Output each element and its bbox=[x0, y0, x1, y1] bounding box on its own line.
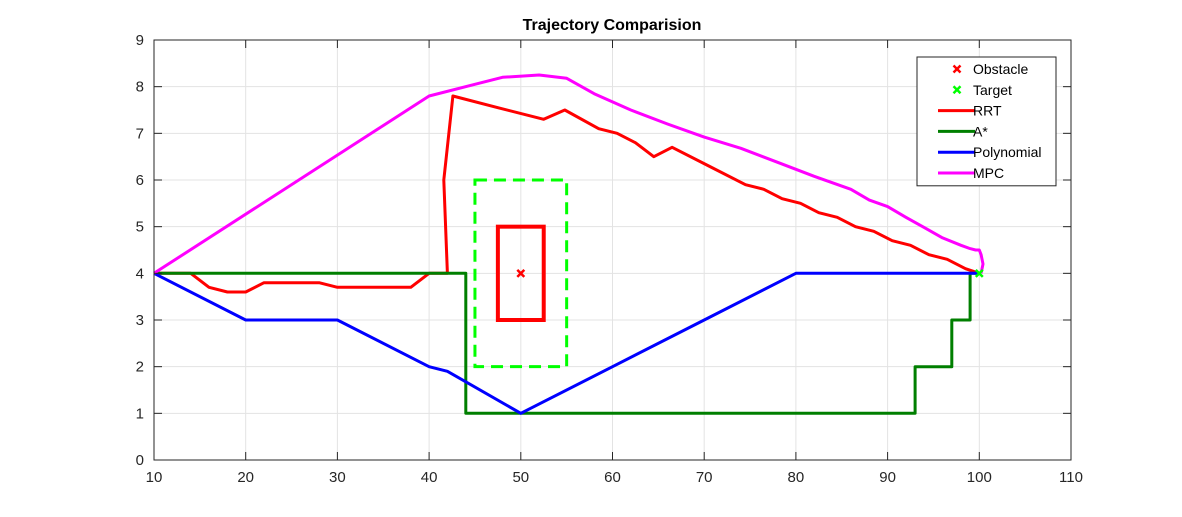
x-tick-label: 90 bbox=[879, 469, 896, 486]
x-tick-label: 40 bbox=[421, 469, 438, 486]
legend-marker bbox=[952, 64, 962, 74]
marker-stroke bbox=[516, 268, 526, 278]
marker-stroke bbox=[952, 64, 962, 74]
y-tick-label: 9 bbox=[136, 32, 144, 49]
legend-label: MPC bbox=[973, 165, 1004, 181]
x-tick-label: 80 bbox=[788, 469, 805, 486]
x-tick-label: 20 bbox=[237, 469, 254, 486]
marker-stroke bbox=[952, 85, 962, 95]
y-tick-label: 0 bbox=[136, 452, 144, 469]
x-tick-label: 10 bbox=[146, 469, 163, 486]
y-tick-label: 6 bbox=[136, 172, 144, 189]
legend-label: A* bbox=[973, 123, 988, 139]
y-tick-label: 1 bbox=[136, 405, 144, 422]
legend: Obstacle Target RRT A* Polynomial MPC bbox=[916, 56, 1057, 187]
series-line-mpc bbox=[153, 73, 985, 275]
obstacle-box bbox=[495, 224, 546, 323]
axis-ticks: 10 20 30 40 50 60 70 80 90 100 110 0 1 2 3 4 5 6 7 8 9 bbox=[136, 32, 1083, 486]
safety-margin-box bbox=[473, 178, 569, 369]
y-tick-label: 5 bbox=[136, 219, 144, 236]
x-tick-label: 70 bbox=[696, 469, 713, 486]
y-tick-label: 2 bbox=[136, 359, 144, 376]
legend-label: Polynomial bbox=[973, 144, 1041, 160]
legend-item: MPC bbox=[938, 165, 1004, 181]
legend-item: A* bbox=[938, 123, 988, 139]
legend-item: Obstacle bbox=[952, 61, 1028, 77]
x-tick-label: 110 bbox=[1059, 469, 1083, 486]
x-tick-label: 100 bbox=[967, 469, 992, 486]
x-tick-label: 50 bbox=[512, 469, 529, 486]
x-tick-label: 60 bbox=[604, 469, 621, 486]
marker-stroke bbox=[974, 268, 984, 278]
series-marker-obstacle bbox=[516, 268, 526, 278]
series-line-a bbox=[154, 271, 980, 415]
series-line-polynomial bbox=[153, 271, 980, 415]
y-tick-label: 3 bbox=[136, 312, 144, 329]
obstacle-regions bbox=[473, 178, 569, 369]
chart-title: Trajectory Comparision bbox=[523, 17, 702, 34]
legend-item: Polynomial bbox=[938, 144, 1041, 160]
legend-item: Target bbox=[952, 82, 1012, 98]
legend-marker bbox=[952, 85, 962, 95]
series-marker-target bbox=[974, 268, 984, 278]
legend-label: Target bbox=[973, 82, 1012, 98]
legend-item: RRT bbox=[938, 103, 1002, 119]
legend-box bbox=[916, 56, 1057, 187]
series-line-rrt bbox=[154, 94, 980, 294]
x-tick-label: 30 bbox=[329, 469, 346, 486]
y-tick-label: 4 bbox=[136, 265, 144, 282]
series-layer bbox=[153, 73, 985, 415]
legend-label: RRT bbox=[973, 103, 1002, 119]
y-tick-label: 8 bbox=[136, 79, 144, 96]
legend-label: Obstacle bbox=[973, 61, 1028, 77]
y-tick-label: 7 bbox=[136, 125, 144, 142]
